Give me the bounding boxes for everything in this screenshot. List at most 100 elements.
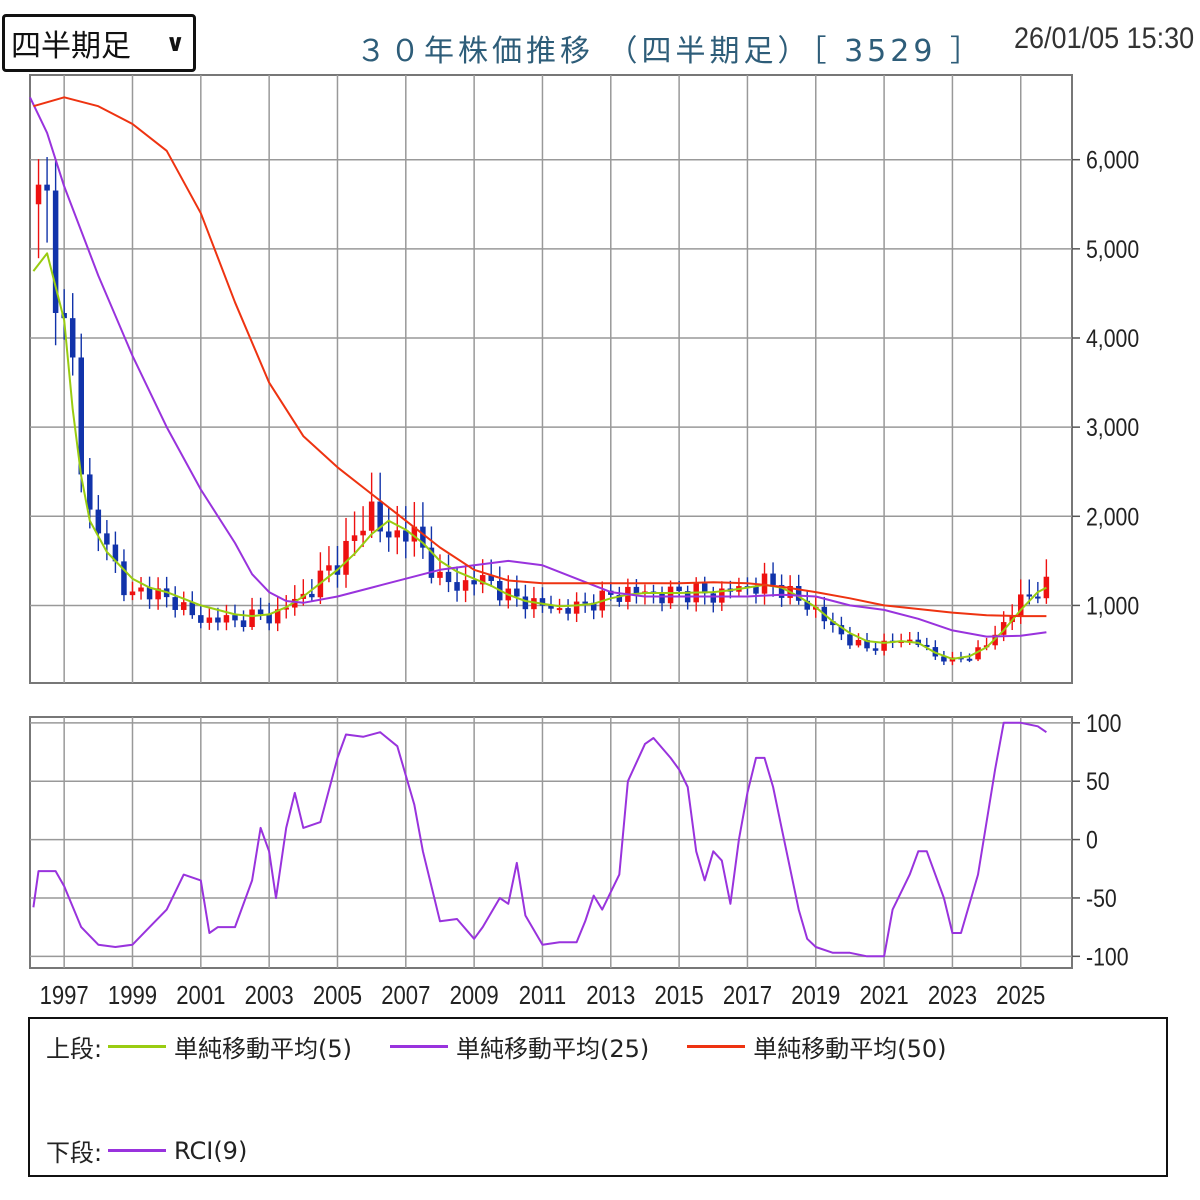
timestamp: 26/01/05 15:30	[1013, 22, 1194, 55]
chart-title: ３０年株価推移 （四半期足）［ 3529 ］	[356, 34, 984, 69]
candle-body	[428, 547, 435, 578]
candle-body	[232, 615, 238, 621]
legend-text: 単純移動平均(50)	[753, 1035, 947, 1063]
y-tick-label: 50	[1086, 768, 1110, 796]
y-tick-label: 4,000	[1086, 324, 1139, 352]
legend-item-ma5: 単純移動平均(5)	[108, 1029, 352, 1064]
candle-body	[864, 639, 870, 649]
candle-body	[138, 587, 144, 592]
candle-body	[112, 544, 119, 562]
candle-body	[924, 644, 930, 648]
candle-body	[881, 640, 887, 651]
x-tick-label: 2007	[381, 981, 430, 1010]
x-tick-label: 2017	[723, 981, 772, 1010]
candle-body	[710, 593, 717, 603]
x-tick-label: 2021	[860, 981, 909, 1010]
candle-body	[206, 617, 213, 623]
candle-body	[274, 609, 281, 624]
candle-body	[180, 602, 187, 610]
candle-body	[360, 530, 366, 536]
x-tick-label: 2023	[928, 981, 977, 1010]
ma-line-50	[33, 96, 1047, 618]
y-tick-label: 3,000	[1086, 414, 1139, 442]
candle-body	[249, 609, 255, 628]
legend-upper-row: 上段: 単純移動平均(5) 単純移動平均(25) 単純移動平均(50)	[46, 1029, 985, 1064]
candle-body	[377, 501, 383, 532]
candle-body	[548, 605, 554, 609]
legend-item-ma50: 単純移動平均(50)	[687, 1029, 947, 1064]
x-tick-label: 2009	[450, 981, 499, 1010]
candle-body	[659, 592, 665, 604]
legend-text: RCI(9)	[174, 1136, 248, 1165]
candle-body	[838, 625, 845, 635]
candle-body	[61, 312, 67, 319]
candle-body	[309, 593, 315, 598]
x-tick-label: 2025	[996, 981, 1045, 1010]
x-tick-label: 1999	[108, 981, 157, 1010]
y-tick-label: -100	[1086, 943, 1129, 971]
ma-line-25	[29, 96, 1047, 638]
legend-swatch	[687, 1045, 746, 1048]
candle-body	[667, 586, 674, 604]
candle-body	[403, 530, 409, 542]
candle-body	[155, 588, 161, 600]
candle-body	[770, 573, 776, 585]
candle-body	[556, 608, 563, 611]
candle-body	[78, 357, 84, 475]
legend-swatch	[108, 1149, 166, 1152]
y-tick-label: 2,000	[1086, 503, 1139, 531]
candle-body	[215, 617, 221, 623]
candle-body	[1035, 596, 1041, 599]
candle-body	[941, 656, 947, 662]
candle-body	[1000, 622, 1007, 635]
candle-body	[582, 601, 588, 604]
candle-body	[522, 596, 529, 610]
candle-body	[411, 526, 418, 542]
candle-body	[531, 598, 537, 610]
candle-body	[906, 639, 913, 642]
candle-body	[761, 573, 768, 594]
candle-body	[351, 535, 358, 541]
candle-body	[616, 594, 623, 602]
candle-body	[223, 615, 230, 623]
candle-body	[462, 580, 469, 591]
candle-body	[590, 602, 597, 611]
y-tick-label: 0	[1086, 826, 1098, 854]
candle-body	[292, 598, 298, 608]
price-plot-area	[29, 74, 1073, 684]
y-tick-label: -50	[1086, 884, 1117, 912]
candle-body	[240, 620, 247, 628]
legend-box: 上段: 単純移動平均(5) 単純移動平均(25) 単純移動平均(50) 下段: …	[28, 1017, 1168, 1177]
candle-body	[420, 526, 426, 548]
candle-body	[966, 658, 973, 661]
candle-body	[121, 561, 127, 596]
stock-chart: 1,000 2,000 3,000 4,000 5,000 6,000 100 50 0 -50…	[29, 74, 1139, 1010]
price-panel: 1,000 2,000 3,000 4,000 5,000 6,000	[29, 74, 1139, 684]
candle-body	[471, 580, 477, 585]
candle-body	[676, 586, 682, 592]
candle-body	[146, 587, 153, 600]
x-tick-label: 2003	[245, 981, 294, 1010]
candle-body	[633, 586, 640, 594]
candle-body	[343, 540, 349, 575]
ma-line-5	[32, 252, 1047, 660]
candle-body	[104, 533, 110, 545]
legend-swatch	[108, 1045, 166, 1048]
y-tick-label: 6,000	[1086, 146, 1139, 174]
candle-body	[52, 190, 59, 313]
period-select[interactable]: 四半期足 ∨	[2, 14, 196, 72]
candle-body	[855, 639, 862, 646]
candle-body	[1018, 594, 1024, 617]
candle-body	[975, 647, 981, 660]
candle-body	[514, 588, 520, 597]
candle-body	[488, 575, 494, 581]
candle-body	[95, 509, 102, 534]
candle-body	[129, 591, 136, 596]
candle-body	[189, 602, 196, 616]
candle-body	[1043, 576, 1050, 599]
candle-body	[87, 474, 93, 510]
candle-body	[44, 184, 50, 191]
candle-body	[266, 614, 272, 624]
x-tick-label: 2001	[176, 981, 225, 1010]
candle-body	[872, 648, 879, 651]
